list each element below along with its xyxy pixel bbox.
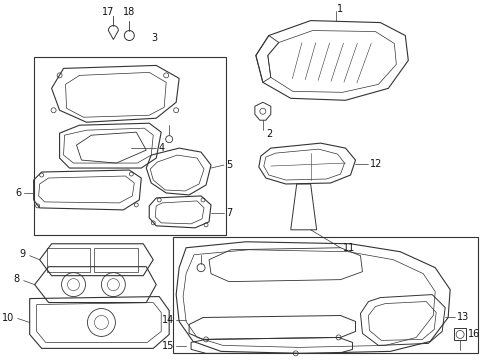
Text: 10: 10 xyxy=(1,314,14,324)
Bar xyxy=(34,58,226,235)
Text: 18: 18 xyxy=(123,6,135,17)
Bar xyxy=(47,248,91,272)
Text: 4: 4 xyxy=(158,143,164,153)
Text: 15: 15 xyxy=(162,341,174,351)
Text: 14: 14 xyxy=(162,315,174,325)
Text: 17: 17 xyxy=(102,6,115,17)
Text: 13: 13 xyxy=(457,312,469,323)
Text: 2: 2 xyxy=(266,129,272,139)
Text: 7: 7 xyxy=(226,208,232,218)
Text: 9: 9 xyxy=(20,249,25,259)
Text: 16: 16 xyxy=(468,329,480,339)
Bar xyxy=(95,248,138,272)
Bar xyxy=(173,237,478,354)
Text: 5: 5 xyxy=(226,160,232,170)
Text: 3: 3 xyxy=(151,32,157,42)
Text: 1: 1 xyxy=(337,4,343,14)
Text: 11: 11 xyxy=(343,243,355,253)
Text: 8: 8 xyxy=(14,274,20,284)
Text: 6: 6 xyxy=(16,188,22,198)
Text: 12: 12 xyxy=(370,159,383,169)
